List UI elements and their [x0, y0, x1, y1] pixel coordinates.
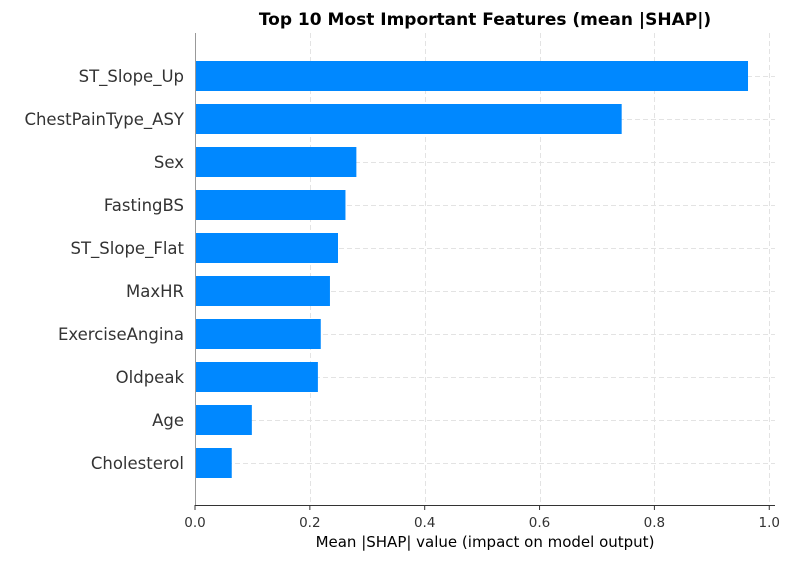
bar-st-slope-up — [195, 61, 749, 91]
x-tick-label: 0.6 — [529, 515, 550, 531]
bar-oldpeak — [195, 362, 318, 392]
grid — [195, 33, 775, 505]
bar-cholesterol — [195, 448, 232, 478]
x-axis-ticks: 0.0 0.2 0.4 0.6 0.8 1.0 — [184, 505, 780, 531]
y-tick-label: ST_Slope_Up — [79, 67, 184, 87]
y-tick-label: Oldpeak — [116, 368, 185, 387]
bars — [195, 61, 749, 478]
bar-chestpaintype-asy — [195, 104, 622, 134]
x-tick-label: 1.0 — [759, 515, 780, 531]
x-tick-label: 0.4 — [414, 515, 435, 531]
y-tick-label: ExerciseAngina — [58, 325, 184, 344]
y-tick-label: Sex — [154, 153, 184, 172]
y-tick-label: Cholesterol — [91, 454, 184, 473]
x-tick-label: 0.0 — [184, 515, 205, 531]
y-tick-label: Age — [152, 411, 184, 430]
x-tick-label: 0.2 — [299, 515, 320, 531]
y-tick-label: MaxHR — [126, 282, 184, 301]
y-tick-label: FastingBS — [104, 196, 184, 215]
y-tick-label: ChestPainType_ASY — [24, 110, 184, 130]
bar-fastingbs — [195, 190, 346, 220]
bar-maxhr — [195, 276, 330, 306]
x-tick-label: 0.8 — [644, 515, 665, 531]
y-tick-label: ST_Slope_Flat — [71, 239, 185, 259]
bar-sex — [195, 147, 357, 177]
bar-exerciseangina — [195, 319, 321, 349]
bar-age — [195, 405, 252, 435]
bar-st-slope-flat — [195, 233, 338, 263]
x-axis-label: Mean |SHAP| value (impact on model outpu… — [316, 533, 655, 551]
chart-title: Top 10 Most Important Features (mean |SH… — [259, 10, 711, 30]
y-axis-labels: ST_Slope_Up ChestPainType_ASY Sex FastingBS… — [24, 67, 184, 473]
